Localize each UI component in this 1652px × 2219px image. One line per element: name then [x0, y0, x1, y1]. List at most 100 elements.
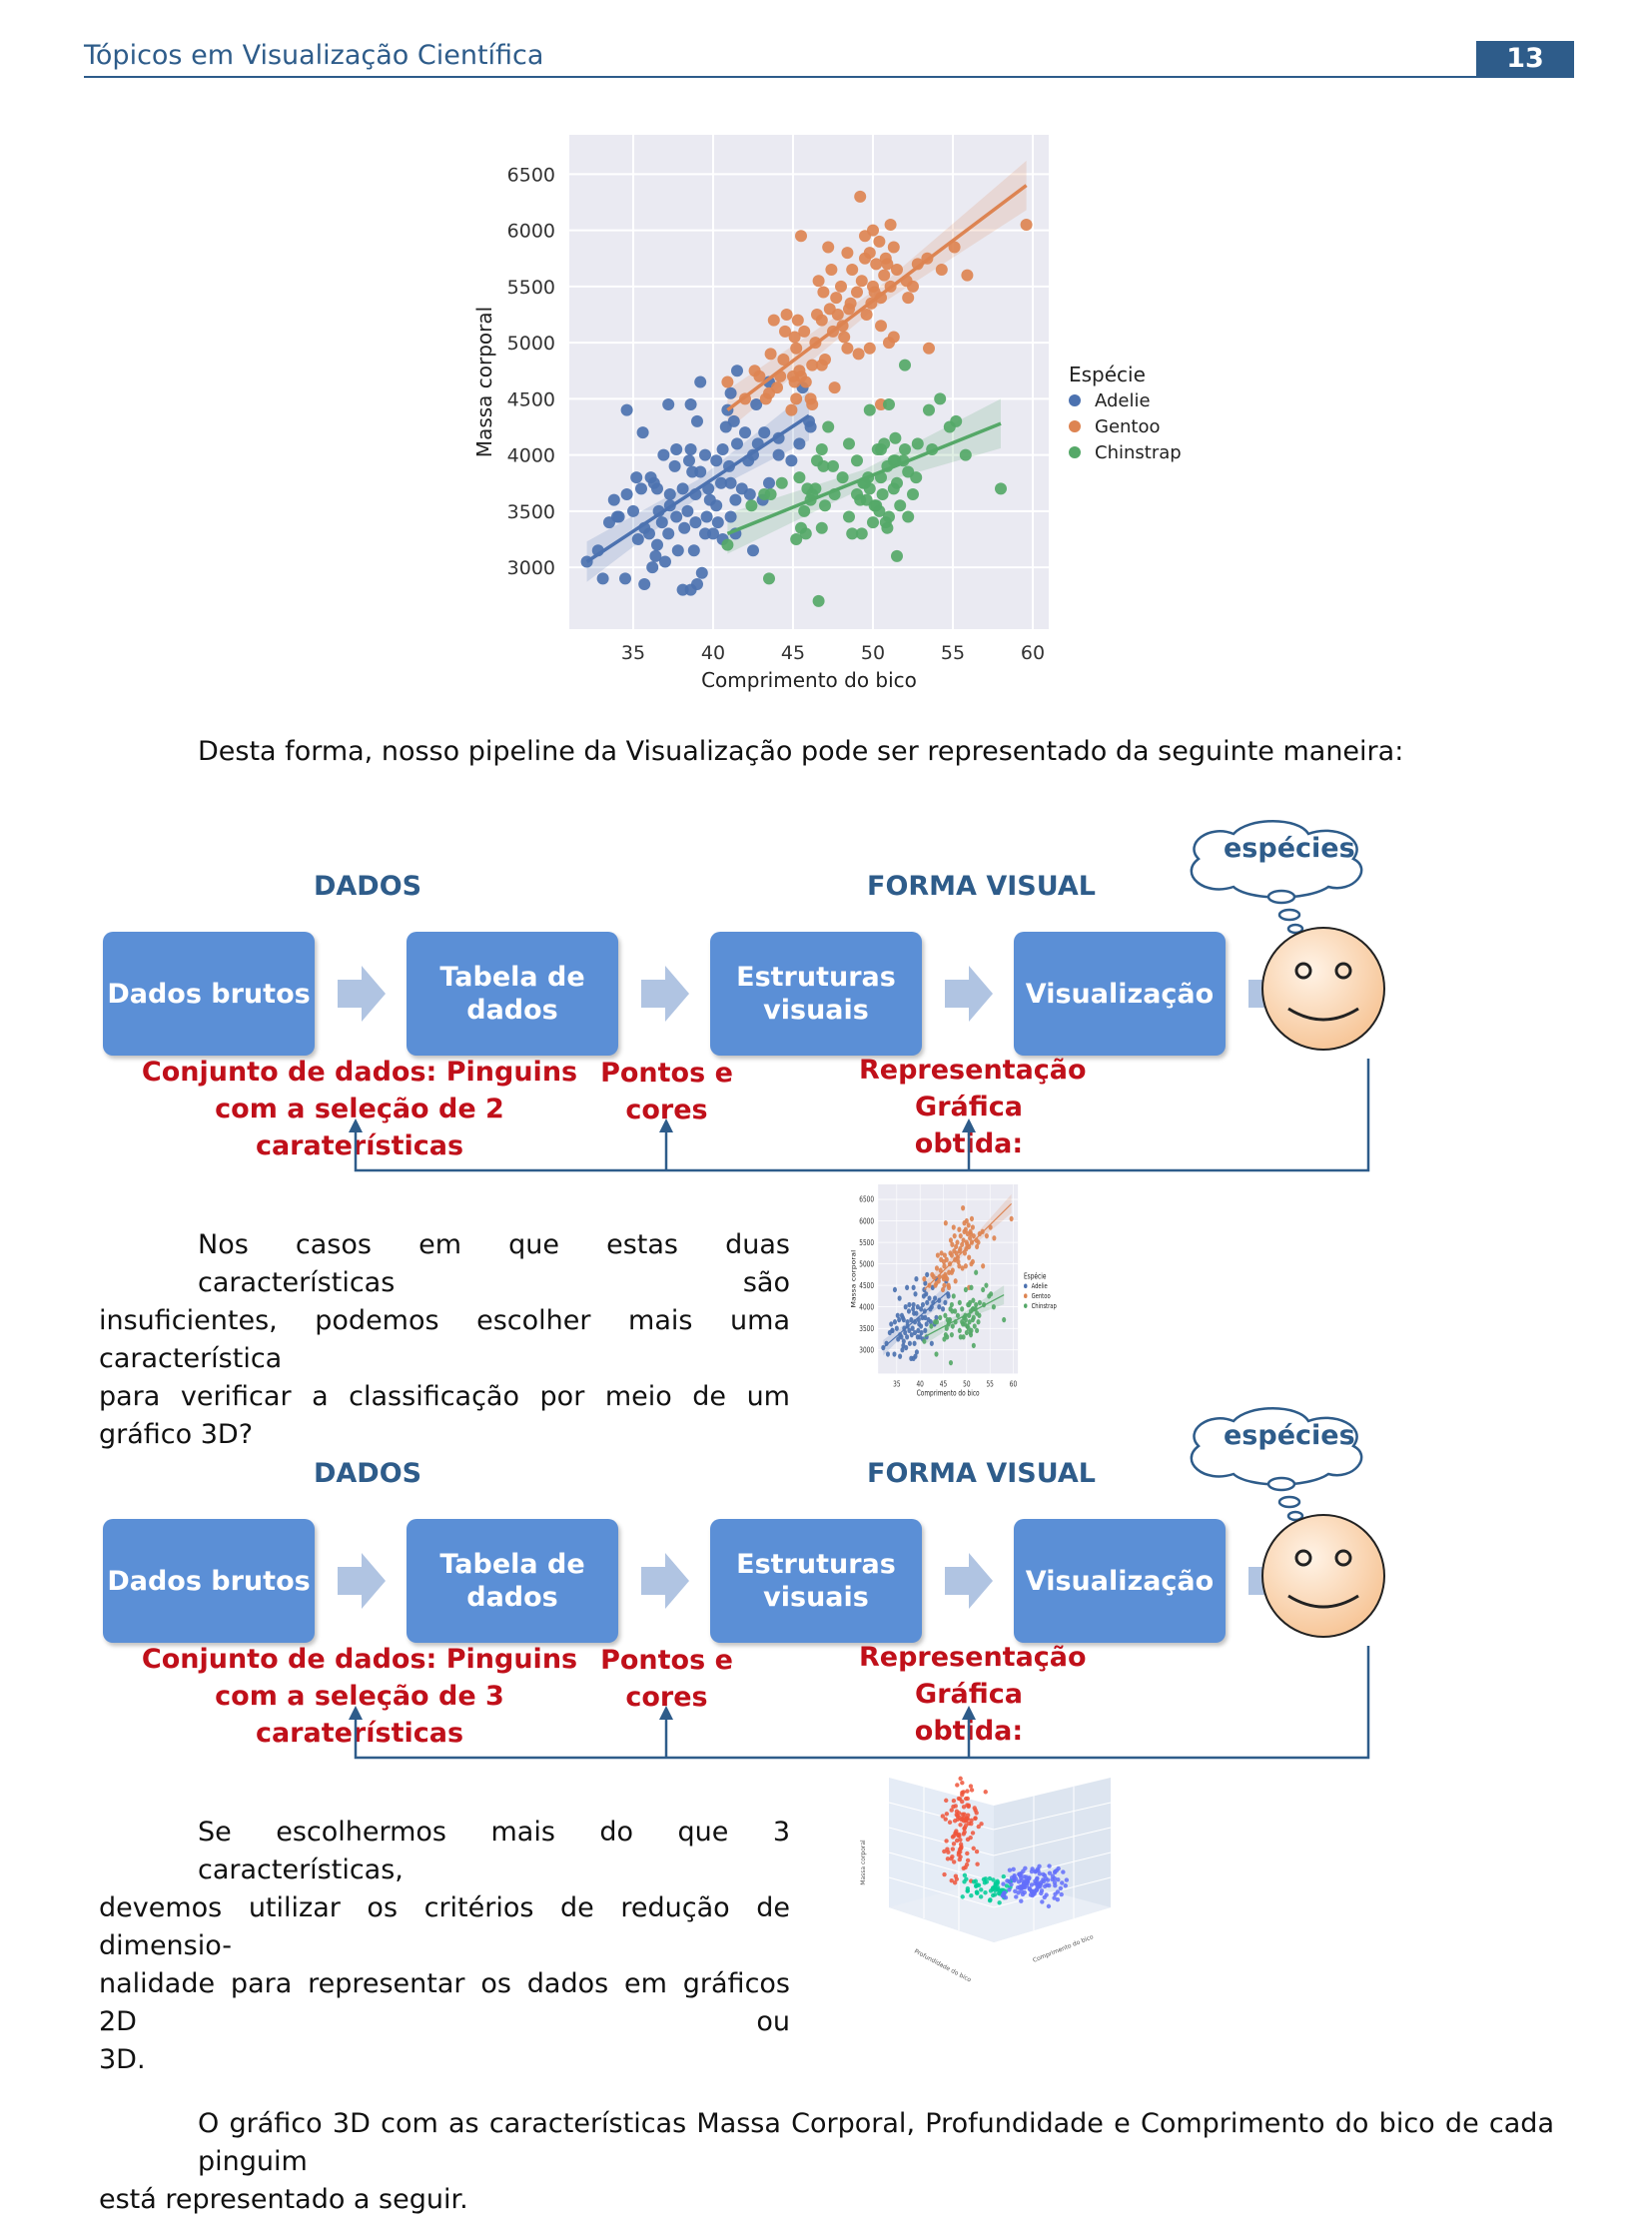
forma-visual-label: FORMA VISUAL [867, 871, 1096, 902]
data-point [684, 443, 697, 455]
data-point [1064, 1877, 1070, 1882]
y-tick-label: 6000 [507, 221, 555, 243]
data-point [974, 1811, 979, 1816]
data-point [1021, 1868, 1026, 1873]
data-point [1056, 1877, 1061, 1882]
data-point [907, 1327, 912, 1334]
data-point [965, 1888, 970, 1893]
data-point [920, 1314, 925, 1321]
data-point [630, 471, 643, 484]
data-point [967, 1319, 972, 1325]
data-point [979, 1887, 984, 1892]
data-point [969, 1818, 974, 1824]
data-point [914, 1349, 919, 1355]
data-point [945, 1276, 950, 1282]
data-point [758, 426, 771, 439]
data-point [686, 465, 699, 478]
data-point [958, 1232, 963, 1239]
data-point [721, 375, 734, 388]
feedback-connector [349, 1059, 1370, 1172]
data-point [920, 1301, 926, 1308]
data-point [822, 420, 835, 433]
data-point [943, 1271, 948, 1278]
legend-marker [1069, 446, 1081, 458]
data-point [943, 1817, 948, 1822]
data-point [651, 482, 663, 495]
legend-item: Chinstrap [1095, 442, 1182, 463]
data-point [969, 1284, 974, 1290]
data-point [950, 1854, 955, 1859]
data-point [644, 471, 657, 484]
data-point [970, 1224, 975, 1230]
data-point [935, 264, 948, 276]
data-point [863, 247, 876, 260]
data-point [962, 1321, 968, 1327]
data-point [992, 1235, 997, 1241]
data-point [763, 476, 775, 489]
data-point [884, 219, 897, 231]
data-point [772, 448, 785, 461]
pipeline-2: DADOS FORMA VISUAL Dados brutos Tabela d… [0, 1406, 1652, 1766]
data-point [977, 1299, 982, 1306]
data-point [812, 594, 825, 607]
data-point [939, 1250, 944, 1256]
data-point [923, 1327, 928, 1334]
y-axis-label: Comprimento do bico [1032, 1933, 1095, 1964]
data-point [957, 1797, 963, 1802]
data-point [711, 516, 724, 529]
data-point [902, 292, 915, 305]
data-point [852, 348, 865, 361]
data-point [902, 465, 915, 478]
data-point [657, 448, 670, 461]
data-point [953, 1308, 958, 1314]
data-point [894, 1325, 899, 1331]
data-point [945, 1856, 951, 1861]
data-point [974, 1269, 979, 1275]
data-point [987, 1898, 993, 1903]
data-point [943, 1220, 948, 1226]
data-point [903, 1329, 908, 1336]
data-point [905, 1284, 910, 1290]
data-point [968, 1230, 974, 1237]
data-point [683, 454, 695, 467]
data-point [991, 1877, 996, 1882]
data-point [938, 1314, 943, 1321]
data-point [934, 1319, 940, 1325]
data-point [914, 1276, 919, 1282]
data-point [949, 1269, 954, 1275]
data-point [897, 1316, 902, 1323]
data-point [951, 1859, 957, 1864]
data-point [924, 1321, 929, 1327]
data-point [952, 1819, 958, 1824]
regression-line [726, 421, 1002, 535]
data-point [901, 1316, 906, 1323]
data-point [961, 1204, 966, 1211]
data-point [907, 488, 919, 500]
box-visualizacao: Visualização [1014, 932, 1226, 1056]
data-point [968, 1299, 973, 1306]
data-point [950, 1308, 955, 1314]
data-point [962, 1830, 967, 1835]
data-point [937, 1303, 942, 1310]
data-point [947, 1820, 953, 1825]
data-point [969, 1215, 975, 1222]
data-point [952, 1232, 957, 1239]
data-point [1047, 1870, 1053, 1875]
y-tick-label: 5500 [507, 277, 555, 299]
data-point [981, 1286, 986, 1293]
note-dataset: Conjunto de dados: Pinguins com a seleção… [141, 1644, 578, 1749]
data-point [894, 499, 907, 512]
note-dataset: Conjunto de dados: Pinguins com a seleção… [141, 1057, 578, 1161]
data-point [951, 1293, 956, 1299]
data-point [676, 482, 689, 495]
box-tabela-de-dados: Tabela de dados [407, 932, 618, 1056]
data-point [620, 488, 633, 500]
data-point [967, 1254, 972, 1260]
data-point [949, 1877, 954, 1883]
data-point [684, 398, 697, 410]
data-point [724, 510, 737, 523]
data-point [764, 488, 777, 500]
data-point [779, 325, 791, 338]
data-point [735, 482, 748, 495]
data-point [964, 1816, 969, 1821]
